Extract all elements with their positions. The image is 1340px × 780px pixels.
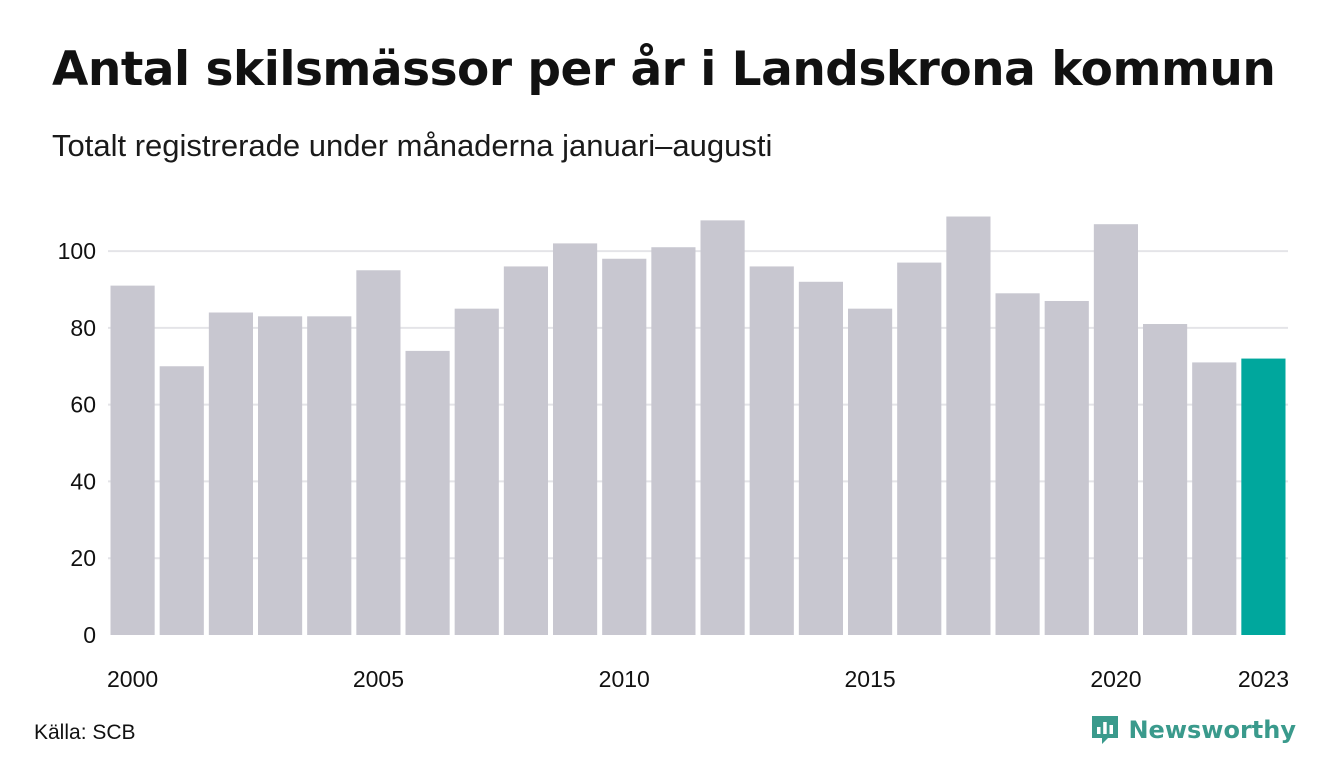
bar-2018 (995, 293, 1040, 635)
bar-2021 (1143, 324, 1188, 635)
source-note: Källa: SCB (34, 721, 136, 744)
bar-2006 (405, 350, 450, 635)
brand-logo: Newsworthy (1090, 714, 1296, 746)
bar-2002 (208, 312, 253, 635)
gridlines (108, 250, 1288, 560)
y-tick-label: 80 (70, 315, 96, 341)
brand-name: Newsworthy (1128, 716, 1296, 744)
x-tick-label: 2005 (353, 666, 404, 692)
y-tick-label: 0 (83, 622, 96, 648)
bar-2010 (602, 258, 647, 635)
bar-2013 (749, 266, 794, 635)
bar-2014 (798, 281, 843, 635)
bar-2022 (1192, 362, 1237, 635)
y-axis-ticks: 0 20 40 60 80 100 (58, 238, 96, 648)
chart-title: Antal skilsmässor per år i Landskrona ko… (52, 42, 1276, 97)
bar-2007 (454, 308, 499, 635)
y-tick-label: 100 (58, 238, 96, 264)
bars (110, 216, 1286, 636)
bar-2001 (159, 366, 204, 635)
bar-2017 (946, 216, 991, 635)
newsworthy-logo-icon (1092, 716, 1119, 744)
bar-2015 (848, 308, 893, 635)
bar-2005 (356, 270, 401, 635)
bar-2012 (700, 220, 745, 635)
bar-2003 (258, 316, 303, 635)
bar-2000 (110, 285, 155, 635)
bar-2016 (897, 262, 942, 635)
y-tick-label: 60 (70, 392, 96, 418)
bar-2019 (1044, 300, 1089, 635)
x-tick-label: 2023 (1238, 666, 1289, 692)
bar-2008 (503, 266, 548, 635)
x-tick-label: 2000 (107, 666, 158, 692)
x-axis-ticks: 2000 2005 2010 2015 2020 2023 (107, 666, 1289, 692)
chart-subtitle: Totalt registrerade under månaderna janu… (52, 128, 773, 163)
bar-2004 (307, 316, 352, 635)
bar-2011 (651, 247, 696, 635)
x-tick-label: 2010 (599, 666, 650, 692)
bar-2009 (553, 243, 598, 635)
bar-2023 (1241, 358, 1286, 635)
bar-2020 (1093, 224, 1138, 636)
y-tick-label: 20 (70, 545, 96, 571)
x-tick-label: 2020 (1090, 666, 1141, 692)
y-tick-label: 40 (70, 468, 96, 494)
x-tick-label: 2015 (844, 666, 895, 692)
